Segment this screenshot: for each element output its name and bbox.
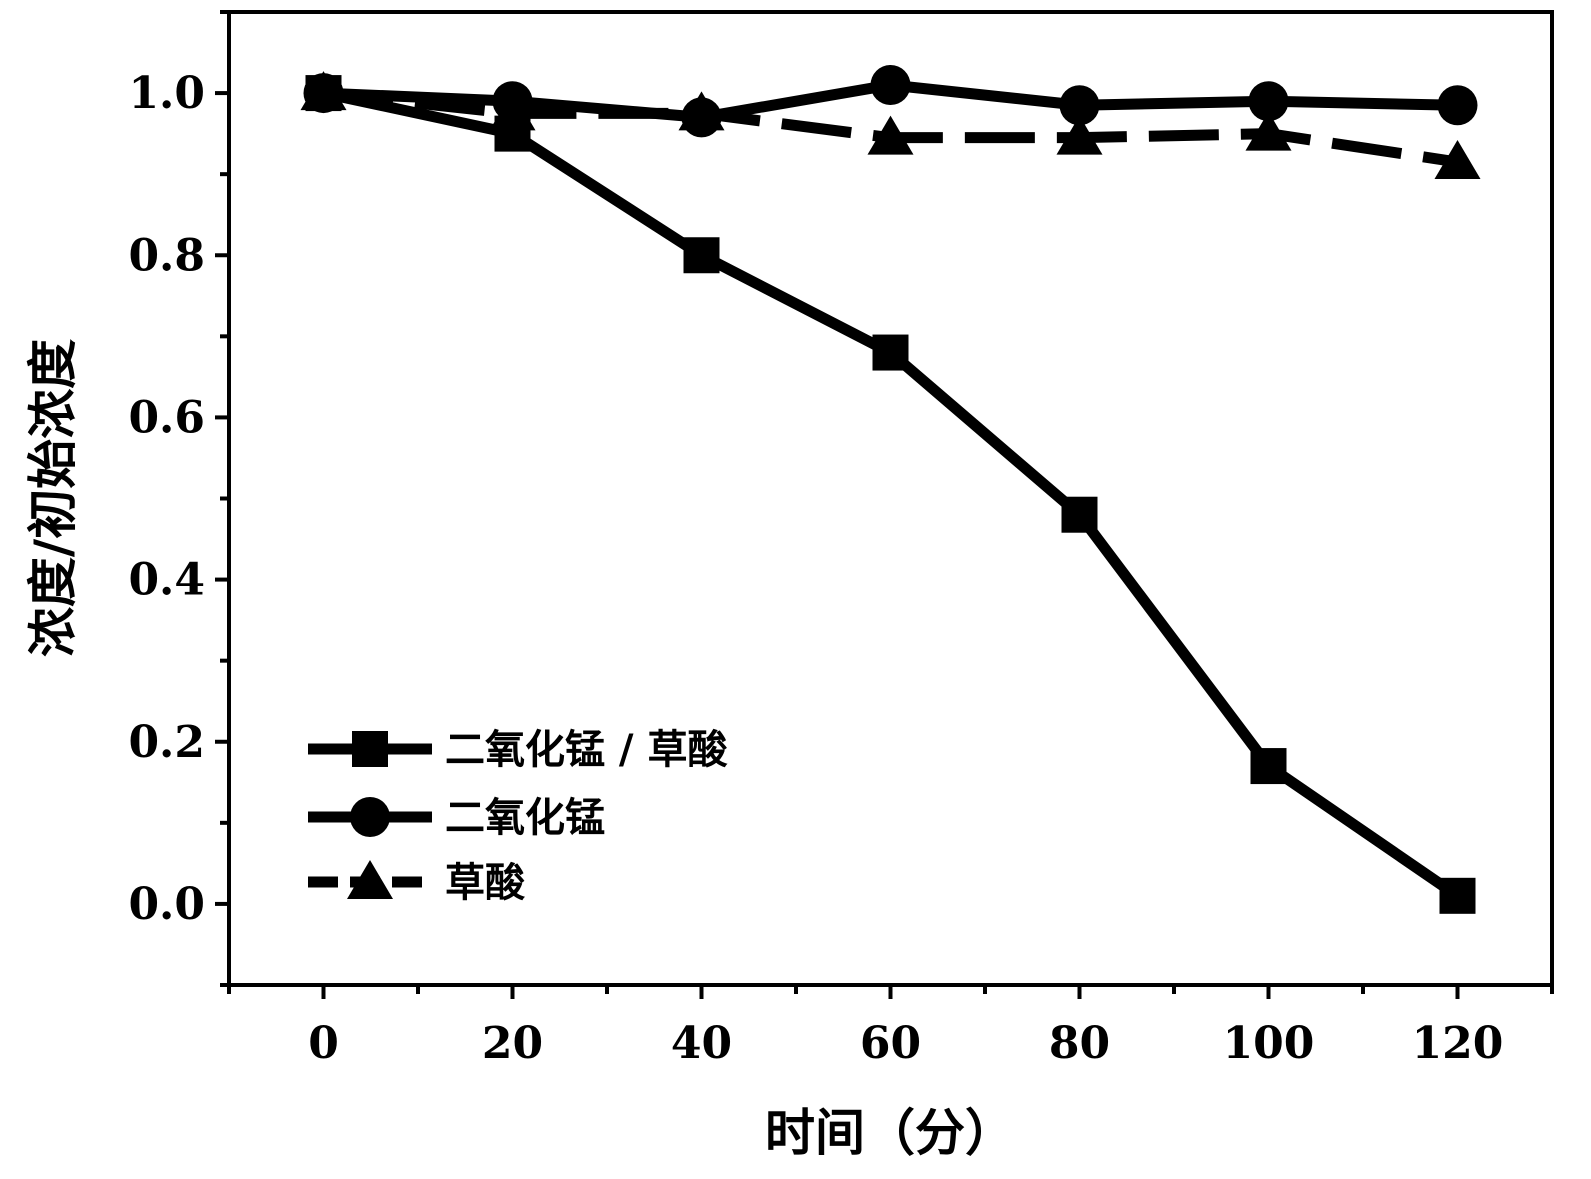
- data-point-circle: [681, 97, 722, 138]
- data-point-triangle: [1056, 115, 1103, 155]
- x-tick-label: 80: [1049, 1018, 1110, 1069]
- data-point-circle: [492, 81, 533, 122]
- x-tick-label: 120: [1412, 1018, 1504, 1069]
- y-tick-label: 0.4: [128, 555, 205, 606]
- x-tick-label: 60: [860, 1018, 921, 1069]
- data-point-circle: [870, 64, 911, 105]
- data-point-square: [305, 75, 342, 112]
- data-point-triangle: [867, 115, 914, 155]
- legend-marker-circle: [350, 797, 390, 837]
- legend-label: 二氧化锰: [445, 795, 605, 841]
- y-tick-label: 0.6: [128, 392, 205, 443]
- data-point-circle: [1059, 85, 1100, 126]
- x-axis-title: 时间（分）: [765, 1104, 1015, 1162]
- x-tick-label: 0: [308, 1018, 339, 1069]
- data-point-circle: [1248, 81, 1289, 122]
- data-point-square: [1250, 748, 1287, 785]
- y-tick-label: 1.0: [128, 68, 205, 119]
- data-point-circle: [1437, 85, 1478, 126]
- y-axis-title: 浓度/初始浓度: [24, 339, 82, 657]
- data-point-square: [683, 237, 720, 274]
- legend-label: 二氧化锰 / 草酸: [445, 727, 728, 773]
- legend-label: 草酸: [445, 860, 526, 906]
- data-point-square: [494, 115, 531, 152]
- data-point-square: [872, 334, 909, 371]
- data-point-square: [1439, 877, 1476, 914]
- data-point-triangle: [1245, 111, 1292, 151]
- x-tick-label: 100: [1223, 1018, 1315, 1069]
- series-line-square: [322, 87, 1461, 901]
- x-tick-label: 40: [671, 1018, 732, 1069]
- data-point-triangle: [1434, 140, 1481, 180]
- data-point-square: [1061, 496, 1098, 533]
- legend-marker-square: [352, 731, 388, 767]
- plot-frame: [227, 10, 1554, 987]
- axis-ticks: [215, 10, 1554, 999]
- y-tick-label: 0.2: [128, 717, 205, 768]
- y-tick-label: 0.0: [128, 879, 205, 930]
- y-tick-label: 0.8: [128, 230, 205, 281]
- series-markers: [300, 64, 1481, 914]
- x-tick-label: 20: [482, 1018, 543, 1069]
- axis-tick-labels: 0 20 40 60 80 100 120 0.0 0.2 0.4 0.6 0.8 1.0: [128, 68, 1503, 1069]
- series-lines: [322, 79, 1461, 901]
- legend-marker-triangle: [347, 860, 393, 899]
